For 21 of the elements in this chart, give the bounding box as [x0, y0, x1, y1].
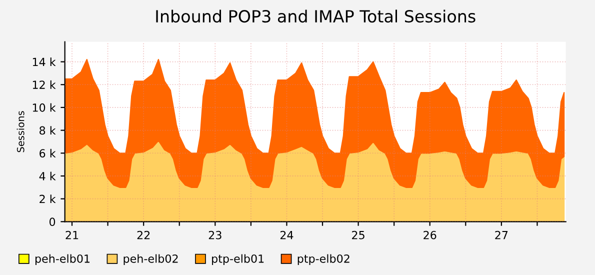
y-tick-label: 4 k — [39, 172, 56, 180]
x-tick-label: 23 — [208, 230, 222, 240]
legend-label: peh-elb02 — [124, 254, 178, 265]
y-tick-label: 6 k — [40, 148, 56, 158]
y-axis-title: Sessions — [16, 111, 24, 152]
legend-label: ptp-elb01 — [212, 254, 264, 265]
y-tick-label: 0 — [49, 218, 56, 226]
y-tick-label: 10 k — [32, 103, 56, 112]
x-tick-label: 22 — [137, 230, 150, 240]
x-tick-label: 25 — [352, 230, 364, 240]
y-tick-label: 14 k — [32, 58, 56, 66]
y-tick-label: 8 k — [40, 126, 56, 135]
y-tick-label: 2 k — [40, 194, 56, 204]
y-tick-label: 12 k — [32, 80, 56, 89]
x-tick-label: 21 — [66, 230, 78, 240]
legend-label: peh-elb01 — [35, 254, 90, 265]
x-tick-label: 27 — [495, 230, 508, 240]
chart-title: Inbound POP3 and IMAP Total Sessions — [156, 10, 476, 23]
legend-label: ptp-elb02 — [298, 254, 350, 265]
x-tick-label: 24 — [280, 230, 294, 240]
x-tick-label: 26 — [424, 230, 436, 240]
